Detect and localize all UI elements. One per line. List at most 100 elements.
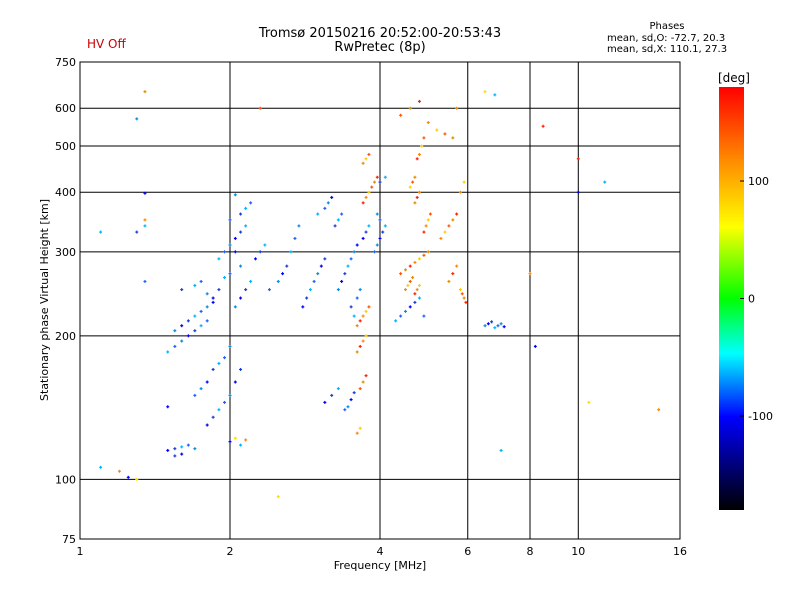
data-point bbox=[373, 250, 377, 254]
data-point bbox=[223, 250, 227, 254]
data-point bbox=[422, 230, 426, 234]
data-point bbox=[312, 279, 316, 283]
data-point bbox=[364, 374, 368, 378]
x-tick-label: 10 bbox=[571, 545, 585, 558]
data-point bbox=[381, 230, 385, 234]
data-point bbox=[258, 106, 262, 110]
data-point bbox=[375, 175, 379, 179]
data-point bbox=[587, 400, 591, 404]
data-point bbox=[180, 288, 184, 292]
data-point bbox=[316, 212, 320, 216]
data-point bbox=[228, 393, 232, 397]
data-point bbox=[355, 243, 359, 247]
data-point bbox=[305, 296, 309, 300]
data-point bbox=[415, 195, 419, 199]
data-point bbox=[233, 236, 237, 240]
data-point bbox=[135, 477, 139, 481]
data-point bbox=[375, 212, 379, 216]
data-point bbox=[143, 90, 147, 94]
data-point bbox=[281, 272, 285, 276]
data-point bbox=[117, 469, 121, 473]
data-point bbox=[173, 329, 177, 333]
data-point bbox=[447, 279, 451, 283]
data-point bbox=[135, 230, 139, 234]
data-point bbox=[223, 400, 227, 404]
data-point bbox=[490, 320, 494, 324]
data-point bbox=[244, 224, 248, 228]
hv-status-label: HV Off bbox=[87, 37, 126, 51]
y-tick-label: 500 bbox=[55, 140, 76, 153]
data-point bbox=[361, 339, 365, 343]
data-point bbox=[367, 190, 371, 194]
data-point bbox=[217, 408, 221, 412]
data-point bbox=[358, 426, 362, 430]
data-point bbox=[126, 475, 130, 479]
data-point bbox=[383, 175, 387, 179]
data-point bbox=[358, 387, 362, 391]
data-point bbox=[173, 344, 177, 348]
data-point bbox=[330, 393, 334, 397]
data-point bbox=[576, 190, 580, 194]
x-tick-label: 1 bbox=[77, 545, 84, 558]
data-point bbox=[217, 361, 221, 365]
x-tick-label: 4 bbox=[377, 545, 384, 558]
data-point bbox=[403, 309, 407, 313]
data-point bbox=[496, 324, 500, 328]
data-point bbox=[244, 206, 248, 210]
data-point bbox=[422, 314, 426, 318]
data-point bbox=[143, 218, 147, 222]
data-point bbox=[343, 408, 347, 412]
data-point bbox=[455, 212, 459, 216]
data-point bbox=[361, 236, 365, 240]
colorbar-tick-label: 100 bbox=[748, 175, 769, 188]
data-point bbox=[413, 201, 417, 205]
data-point bbox=[186, 319, 190, 323]
data-point bbox=[451, 136, 455, 140]
data-point bbox=[493, 93, 497, 97]
data-point bbox=[205, 319, 209, 323]
data-point bbox=[244, 288, 248, 292]
data-point bbox=[417, 190, 421, 194]
data-point bbox=[343, 272, 347, 276]
data-point bbox=[406, 283, 410, 287]
data-point bbox=[228, 218, 232, 222]
x-axis-ticks: 1 2 4 6 8 10 16 bbox=[77, 545, 688, 558]
data-point bbox=[370, 185, 374, 189]
chart-subtitle: RwPretec (8p) bbox=[334, 40, 426, 55]
data-point bbox=[576, 157, 580, 161]
data-point bbox=[352, 314, 356, 318]
y-tick-label: 750 bbox=[55, 56, 76, 69]
data-point bbox=[358, 288, 362, 292]
data-point bbox=[413, 175, 417, 179]
data-point bbox=[408, 305, 412, 309]
y-tick-label: 200 bbox=[55, 330, 76, 343]
data-point bbox=[364, 195, 368, 199]
data-point bbox=[399, 113, 403, 117]
data-point bbox=[205, 305, 209, 309]
data-point bbox=[361, 380, 365, 384]
data-point bbox=[289, 250, 293, 254]
data-point bbox=[361, 314, 365, 318]
data-point bbox=[399, 272, 403, 276]
data-point bbox=[173, 454, 177, 458]
data-point bbox=[239, 212, 243, 216]
colorbar-label: [deg] bbox=[718, 71, 750, 85]
data-point bbox=[399, 314, 403, 318]
data-point bbox=[267, 288, 271, 292]
data-point bbox=[435, 128, 439, 132]
data-point bbox=[239, 264, 243, 268]
data-point bbox=[258, 250, 262, 254]
data-point bbox=[308, 288, 312, 292]
data-point bbox=[99, 465, 103, 469]
data-point bbox=[411, 180, 415, 184]
data-point bbox=[394, 319, 398, 323]
data-point bbox=[193, 447, 197, 451]
data-point bbox=[233, 193, 237, 197]
data-point bbox=[383, 224, 387, 228]
data-point bbox=[173, 447, 177, 451]
data-point bbox=[426, 121, 430, 125]
data-point bbox=[367, 152, 371, 156]
data-point bbox=[358, 344, 362, 348]
data-point bbox=[373, 180, 377, 184]
data-point bbox=[186, 334, 190, 338]
